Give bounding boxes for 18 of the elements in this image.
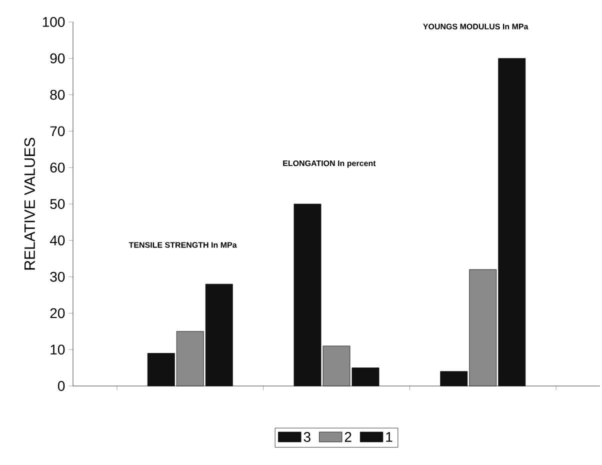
y-tick-label: 10 [50,344,65,355]
y-tick-label: 80 [50,90,65,100]
y-tick-label: 60 [50,162,65,173]
y-axis-title: RELATIVE VALUES [24,138,35,270]
y-tick-label: 20 [50,308,65,318]
x-tick-label: TENSILE STRENGTH In MPa [128,242,237,248]
legend-label: 1 [386,432,392,442]
y-tick-label: 30 [50,272,65,282]
y-tick-label: 0 [58,381,65,391]
x-tick-label: YOUNGS MODULUS In MPa [423,24,528,30]
y-tick-label: 40 [50,235,65,246]
y-tick-label: 100 [42,17,65,27]
y-tick-label: 90 [50,53,65,64]
legend-label: 2 [344,432,352,442]
y-tick-label: 70 [50,126,65,136]
x-tick-label: ELONGATION In percent [283,160,376,168]
y-tick-label: 50 [50,199,65,209]
legend-label: 3 [304,432,310,442]
